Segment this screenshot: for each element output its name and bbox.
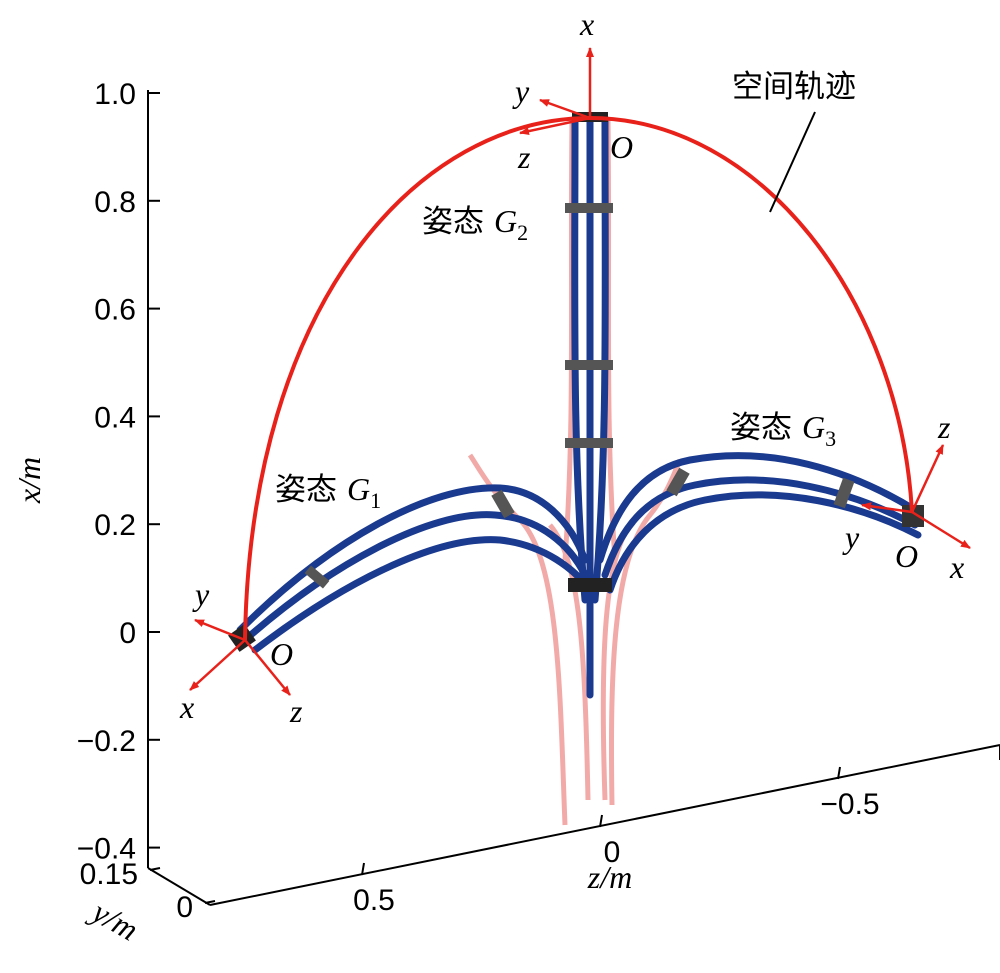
x-tick-label: 0.6 [94,294,136,327]
leader-line [769,111,816,213]
pose-subscript: 1 [370,488,381,513]
frame-x-label: x [949,549,964,585]
y-axis-line [147,867,211,906]
x-axis-label: x/m [11,457,47,504]
tick-mark [361,862,365,876]
frame-origin-label: O [895,538,918,574]
z-tick-label: −0.5 [820,788,879,821]
z-axis-line [209,744,1000,906]
x-tick-label: 0.4 [94,401,136,434]
frame-z-label: z [517,139,531,175]
frame-y-label: y [192,576,210,612]
frame-x-label: x [179,689,194,725]
tick-mark [149,867,161,871]
tick-mark [204,900,216,904]
tick-mark [837,766,841,780]
frame-arrows [189,47,971,696]
pose-label: 姿态 G2 [422,203,528,245]
x-tick-label: −0.2 [77,725,136,758]
frame-origin-label: O [610,129,633,165]
pose-symbol: G [494,203,517,239]
frame-z-label: z [937,409,951,445]
axes [147,90,1000,906]
z-axis-label: z/m [587,859,632,895]
pose-symbol: G [347,471,370,507]
robot-shapes [228,112,924,826]
frame-z-label: z [289,693,303,729]
pose-subscript: 2 [517,220,528,245]
z-tick-label: 0.5 [353,884,395,917]
pose-label: 姿态 G3 [730,409,836,451]
frame-origin-label: O [270,636,293,672]
pose-label: 姿态 G1 [275,471,381,513]
pose-symbol: G [802,409,825,445]
y-tick-label: 0 [176,891,193,924]
frame-y-label: y [842,519,860,555]
frame-y-label: y [512,73,530,109]
x-tick-label: 0.8 [94,186,136,219]
pose-name: 姿态 [275,472,337,507]
x-tick-label: 1.0 [94,78,136,111]
y-tick-label: 0.15 [80,858,138,891]
trajectory [243,115,914,641]
pose-name: 姿态 [422,204,484,239]
pose-subscript: 3 [825,426,836,451]
x-tick-label: −0.4 [77,833,136,866]
pose-name: 姿态 [730,410,792,445]
x-tick-label: 0.2 [94,509,136,542]
trajectory-label: 空间轨迹 [732,69,856,104]
y-axis-label: y/m [84,892,145,948]
frame-x-label: x [579,6,594,42]
x-tick-label: 0 [119,617,136,650]
tick-mark [599,814,603,828]
z-tick-label: 0 [604,836,621,869]
